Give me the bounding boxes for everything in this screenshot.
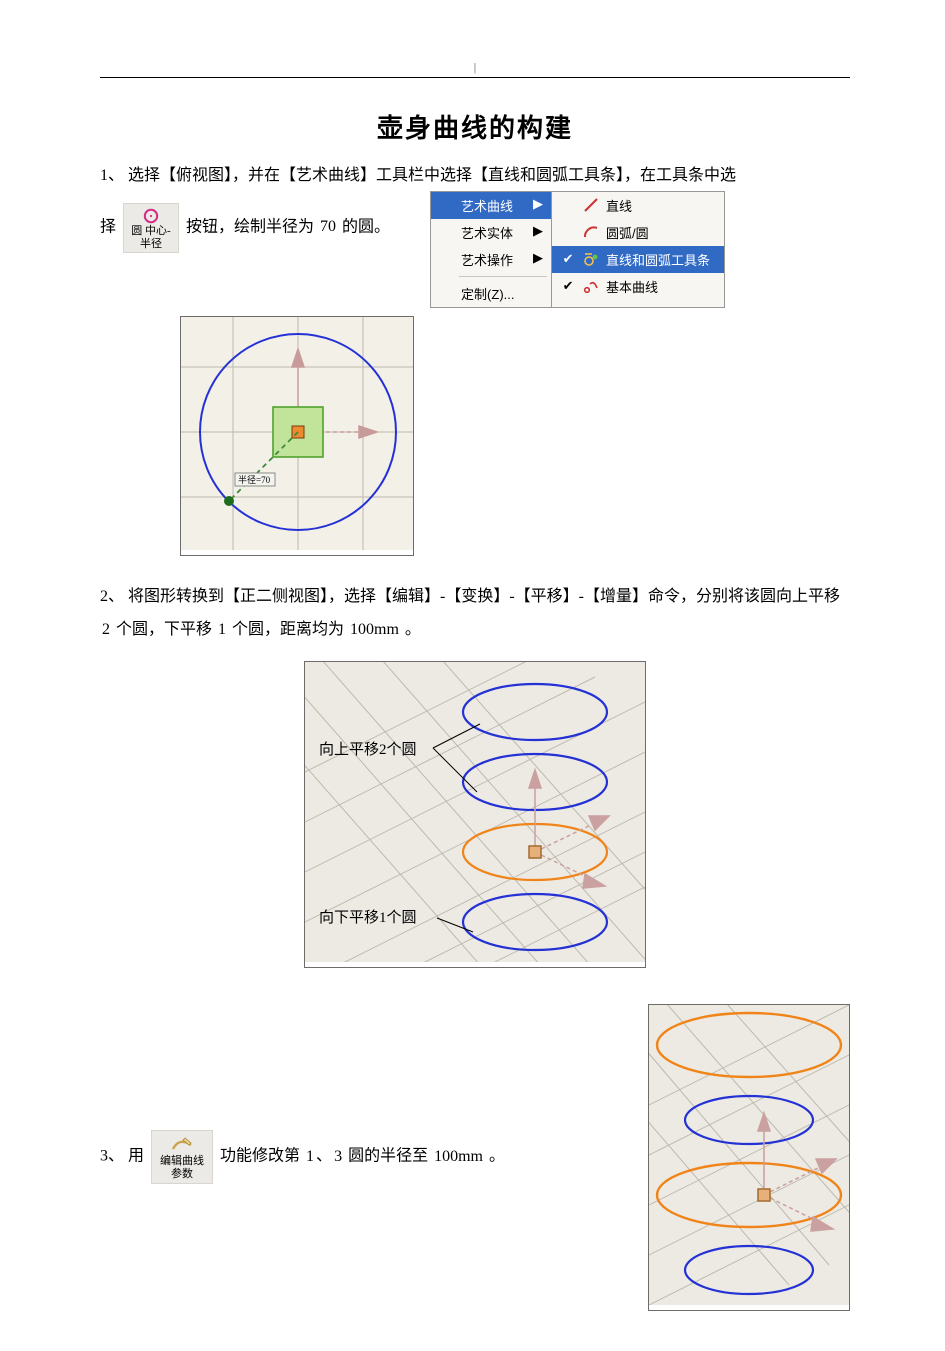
step1-number: 1 <box>100 167 108 184</box>
document-page: | 壶身曲线的构建 1、 选择【俯视图】，并在【艺术曲线】工具栏中选择【直线和圆… <box>0 0 945 1351</box>
basic-curve-icon <box>582 278 600 294</box>
step1-radius-value: 70 <box>318 218 338 235</box>
circle-tool-label: 圆 中心-半径 <box>124 225 178 249</box>
circle-center-radius-button[interactable]: 圆 中心-半径 <box>123 203 179 253</box>
step2-count-down: 1 <box>216 621 228 638</box>
step2-text-c: 个圆，距离均为 <box>232 621 344 638</box>
step3-text-b: 功能修改第 <box>220 1148 300 1165</box>
annot-up: 向上平移2个圆 <box>319 741 417 758</box>
context-menu-figure: 艺术曲线 ▶ 艺术实体 ▶ 艺术操作 ▶ 定制(Z)... <box>430 191 725 308</box>
step2-number: 2 <box>100 588 108 605</box>
step2-count-up: 2 <box>100 621 112 638</box>
submenu-item-line[interactable]: 直线 <box>552 192 724 219</box>
step2-distance: 100mm <box>348 621 401 638</box>
step1-text-b3: 的圆。 <box>342 218 390 235</box>
check-icon: ✔ <box>560 251 576 267</box>
step1-left-block: 择 圆 中心-半径 按钮，绘制半径为 70 的圆。 <box>100 197 390 253</box>
step2-figure-wrap: 向上平移2个圆 向下平移1个圆 <box>100 661 850 968</box>
menu-separator <box>459 276 547 277</box>
step3-text-c: 圆的半径至 <box>348 1148 428 1165</box>
step3-figure <box>648 1004 850 1311</box>
rule-top <box>100 77 850 78</box>
step3-row: 3、 用 编辑曲线参数 功能修改第 1、3 圆的半径至 100mm 。 <box>100 1004 850 1311</box>
step2-figure: 向上平移2个圆 向下平移1个圆 <box>304 661 646 968</box>
page-number-top: | <box>100 60 850 75</box>
toolset-icon <box>582 251 600 267</box>
line-icon <box>582 197 600 213</box>
menu-item-art-curve[interactable]: 艺术曲线 ▶ <box>431 192 551 219</box>
menu-item-customize[interactable]: 定制(Z)... <box>431 280 551 307</box>
step1-text-b2: 按钮，绘制半径为 <box>186 218 314 235</box>
step1-figure: 半径=70 <box>180 316 414 556</box>
menu-item-art-solid[interactable]: 艺术实体 ▶ <box>431 219 551 246</box>
step1-row: 择 圆 中心-半径 按钮，绘制半径为 70 的圆。 <box>100 197 850 308</box>
step1-figure-wrap: 半径=70 <box>100 316 850 556</box>
submenu-item-basic-curve[interactable]: ✔ 基本曲线 <box>552 273 724 300</box>
step2-text-a: 将图形转换到【正二侧视图】，选择【编辑】-【变换】-【平移】-【增量】命令，分别… <box>128 588 840 605</box>
submenu-arrow-icon: ▶ <box>533 196 543 212</box>
submenu-item-arc[interactable]: 圆弧/圆 <box>552 219 724 246</box>
check-icon: ✔ <box>560 278 576 294</box>
document-title: 壶身曲线的构建 <box>100 108 850 145</box>
submenu-arrow-icon: ▶ <box>533 250 543 266</box>
context-menu-right: 直线 圆弧/圆 ✔ <box>552 191 725 308</box>
radius-hint-text: 半径=70 <box>238 474 271 485</box>
step3-number: 3 <box>100 1148 108 1165</box>
context-menu-left: 艺术曲线 ▶ 艺术实体 ▶ 艺术操作 ▶ 定制(Z)... <box>430 191 552 308</box>
arc-icon <box>582 224 600 240</box>
step1-text-a: 选择【俯视图】，并在【艺术曲线】工具栏中选择【直线和圆弧工具条】，在工具条中选 <box>128 167 736 184</box>
step3-idx1: 1 <box>304 1148 316 1165</box>
edit-curve-label: 编辑曲线参数 <box>152 1155 212 1180</box>
step1-line2: 择 圆 中心-半径 按钮，绘制半径为 70 的圆。 <box>100 203 390 253</box>
step2-sep: 、 <box>108 588 124 605</box>
edit-curve-icon <box>152 1135 212 1157</box>
step2-text-b: 个圆，下平移 <box>116 621 212 638</box>
menu-item-art-op[interactable]: 艺术操作 ▶ <box>431 246 551 273</box>
submenu-arrow-icon: ▶ <box>533 223 543 239</box>
step1-text-b1: 择 <box>100 218 116 235</box>
step3-radius: 100mm <box>432 1148 485 1165</box>
context-menu: 艺术曲线 ▶ 艺术实体 ▶ 艺术操作 ▶ 定制(Z)... <box>430 191 725 308</box>
step2-text-d: 。 <box>405 621 421 638</box>
annot-down: 向下平移1个圆 <box>319 909 417 926</box>
step3-text: 3、 用 编辑曲线参数 功能修改第 1、3 圆的半径至 100mm 。 <box>100 1130 624 1184</box>
step3-sep: 、 <box>108 1148 124 1165</box>
step3-idx3: 3 <box>332 1148 344 1165</box>
edit-curve-params-button[interactable]: 编辑曲线参数 <box>151 1130 213 1184</box>
step3-text-d: 。 <box>489 1148 505 1165</box>
step1-line1: 1、 选择【俯视图】，并在【艺术曲线】工具栏中选择【直线和圆弧工具条】，在工具条… <box>100 159 850 193</box>
step3-text-a: 用 <box>128 1148 144 1165</box>
submenu-item-line-arc-toolbar[interactable]: ✔ 直线和圆弧工具条 <box>552 246 724 273</box>
step1-sep: 、 <box>108 167 124 184</box>
step2-text: 2、 将图形转换到【正二侧视图】，选择【编辑】-【变换】-【平移】-【增量】命令… <box>100 580 850 647</box>
